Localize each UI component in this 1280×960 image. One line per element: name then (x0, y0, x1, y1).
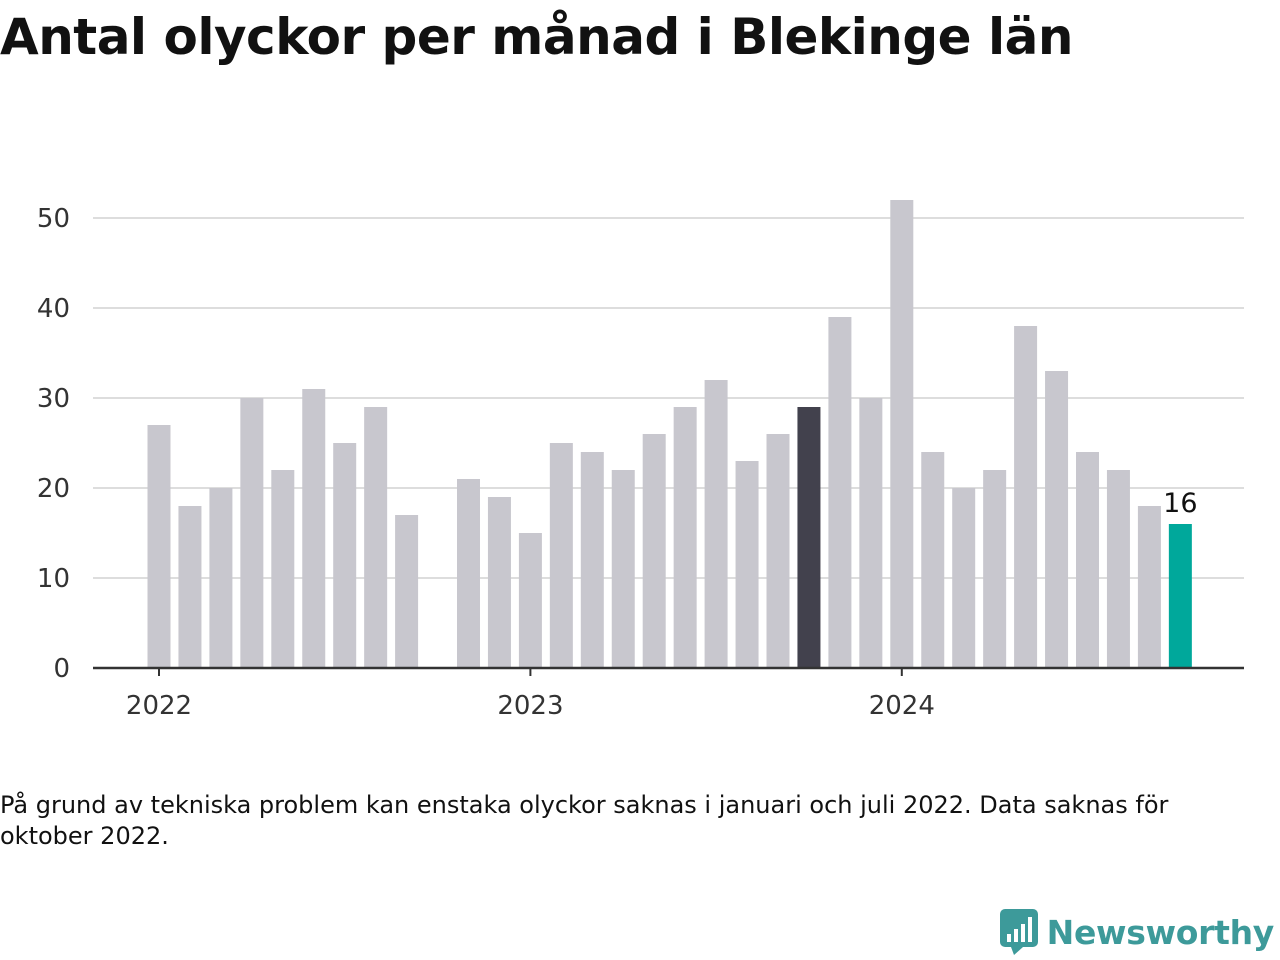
bar (302, 389, 326, 668)
bar (580, 452, 604, 668)
axes: 0 10 20 30 40 50 2022 2023 2024 (37, 204, 1244, 721)
grid-lines (93, 217, 1244, 579)
bar (487, 497, 511, 668)
bar (611, 470, 635, 668)
bar (921, 452, 945, 668)
bar-chart: 0 10 20 30 40 50 2022 2023 2024 16 (37, 200, 1244, 721)
bar (1106, 470, 1130, 668)
bar (1076, 452, 1099, 668)
newsworthy-logo: Newsworthy (999, 908, 1274, 956)
data-labels: 16 (1163, 488, 1197, 519)
bar (240, 398, 264, 668)
bar (735, 461, 759, 668)
bar (395, 515, 419, 668)
y-tick-label: 20 (37, 474, 70, 504)
bar (209, 488, 233, 668)
bar (1045, 371, 1069, 668)
bar (828, 317, 852, 668)
bar (983, 470, 1007, 668)
value-label: 16 (1163, 488, 1197, 519)
y-tick-label: 10 (37, 564, 70, 594)
bar (1014, 326, 1038, 668)
bar (333, 443, 357, 668)
bar (271, 470, 295, 668)
footnote: På grund av tekniska problem kan enstaka… (0, 791, 1169, 850)
y-tick-label: 50 (37, 204, 70, 234)
x-tick-label: 2024 (869, 691, 935, 721)
bar (1137, 506, 1161, 668)
bar (673, 407, 697, 668)
bar (859, 398, 883, 668)
x-tick-label: 2022 (126, 691, 192, 721)
bar (1168, 524, 1192, 668)
x-tick-label: 2023 (497, 691, 563, 721)
bar (178, 506, 202, 668)
y-tick-label: 0 (53, 654, 70, 684)
y-tick-label: 30 (37, 384, 70, 414)
bar (797, 407, 821, 668)
bar (549, 443, 573, 668)
brand-name: Newsworthy (1046, 912, 1275, 952)
bar (704, 380, 728, 668)
bars (147, 200, 1192, 668)
bar (457, 479, 480, 668)
bar (642, 434, 666, 668)
bar (890, 200, 914, 668)
chart-title: Antal olyckor per månad i Blekinge län (0, 8, 1073, 66)
bar (952, 488, 976, 668)
bar (364, 407, 388, 668)
y-tick-label: 40 (37, 294, 70, 324)
bar (147, 425, 171, 668)
bar-chart-speech-bubble-icon (999, 909, 1038, 955)
bar (766, 434, 790, 668)
bar (518, 533, 542, 668)
